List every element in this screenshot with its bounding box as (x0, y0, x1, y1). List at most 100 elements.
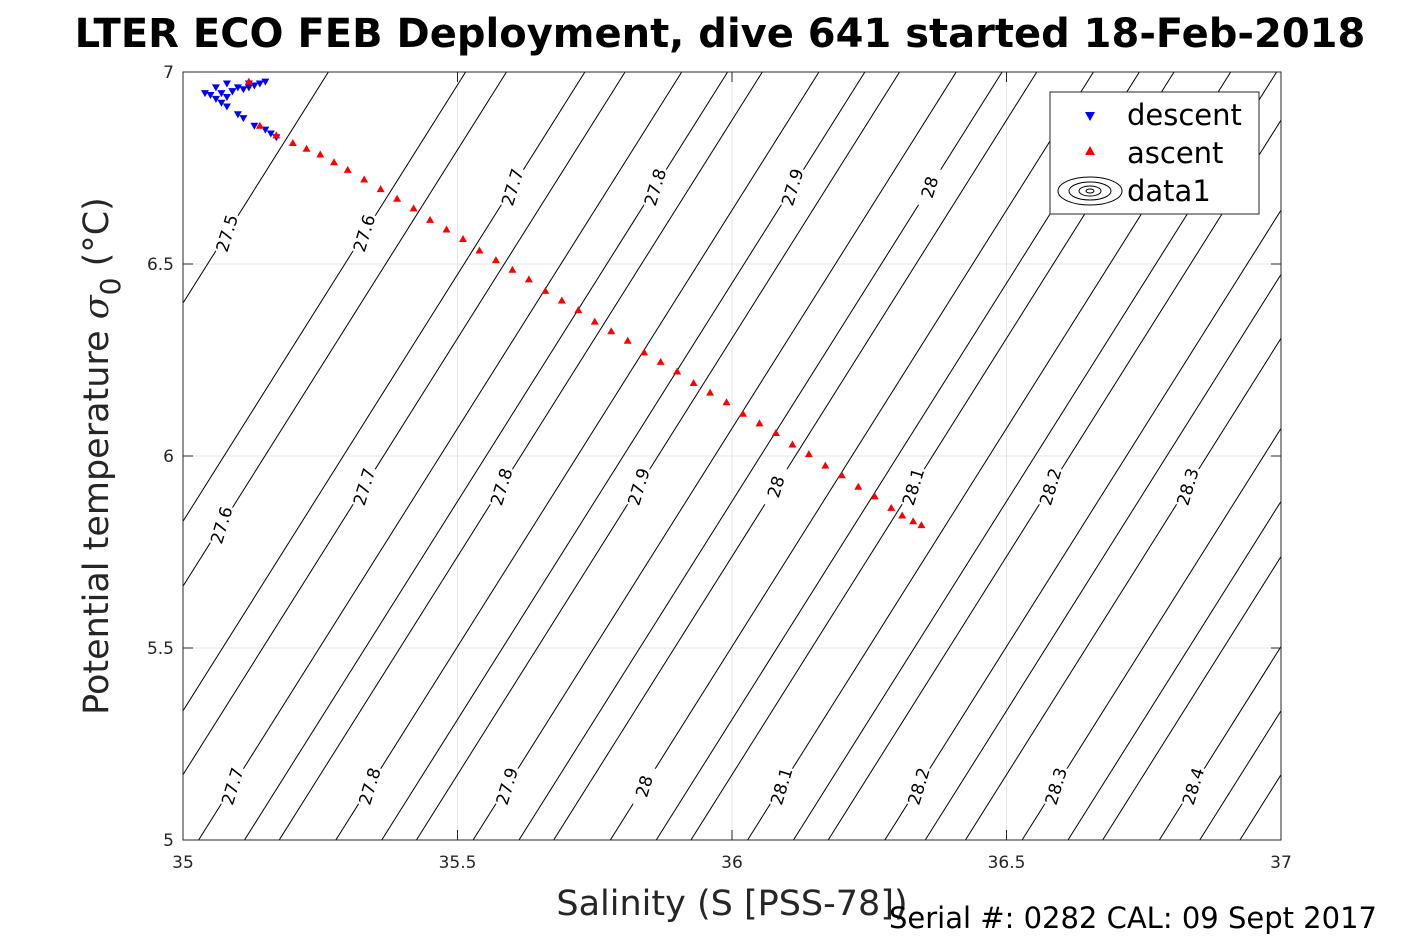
chart-title: LTER ECO FEB Deployment, dive 641 starte… (75, 11, 1366, 57)
contour-line (183, 72, 467, 523)
contour-line (1158, 645, 1281, 840)
ascent-point (376, 185, 385, 193)
descent-point (217, 90, 226, 98)
ascent-point (689, 379, 698, 387)
contour-line (1102, 555, 1281, 840)
contour-label-bg (353, 763, 385, 808)
ascent-point (426, 215, 435, 223)
y-tick-label: 5 (163, 831, 174, 851)
contour-line (609, 72, 1094, 840)
ascent-point (909, 517, 918, 525)
ascent-point (821, 461, 830, 469)
ascent-point (887, 503, 896, 511)
ascent-point (244, 77, 253, 85)
y-axis-label-subscript: 0 (94, 278, 127, 296)
contour-label-bg (913, 164, 945, 209)
contour-line (183, 72, 626, 776)
ascent-point (343, 165, 352, 173)
ascent-point (393, 194, 402, 202)
contour-label-bg (485, 464, 516, 509)
contour-label-group: 28 (913, 164, 945, 209)
y-tick-label: 7 (163, 63, 174, 83)
x-tick-label: 35.5 (439, 853, 477, 873)
ascent-point (656, 357, 665, 365)
descent-point (228, 88, 237, 96)
ascent-point (360, 175, 369, 183)
ascent-point (738, 409, 747, 417)
contour-label-bg (1171, 464, 1203, 509)
descent-point (244, 84, 253, 92)
x-tick-label: 36.5 (988, 853, 1026, 873)
descent-point (222, 80, 231, 88)
ascent-point (508, 265, 517, 273)
serial-calibration-footer: Serial #: 0282 CAL: 09 Sept 2017 (889, 901, 1377, 935)
y-tick-label: 6 (163, 447, 174, 467)
ascent-point (329, 158, 338, 166)
ascent-point (302, 144, 311, 152)
ascent-point (722, 398, 731, 406)
ascent-point (755, 419, 764, 427)
contour-label-bg (216, 763, 247, 808)
ascent-point (917, 521, 926, 529)
y-tick-label: 6.5 (147, 255, 174, 275)
descent-point (206, 92, 215, 100)
legend: descent ascent data1 (1049, 91, 1260, 215)
x-tick-label: 35 (172, 853, 194, 873)
y-axis-ticks: 5 5.5 6 6.5 7 (147, 63, 1281, 851)
ascent-point (557, 296, 566, 304)
ascent-point (541, 286, 550, 294)
contour-line (1199, 709, 1281, 840)
contour-line (416, 72, 900, 840)
ascent-point (442, 225, 451, 233)
contour-line (1067, 500, 1281, 840)
contour-label-group: 27.9 (490, 763, 523, 808)
descent-point (266, 130, 275, 138)
legend-ascent-marker (1085, 146, 1095, 155)
ascent-point (475, 246, 484, 254)
contour-line (278, 72, 763, 840)
ascent-point (837, 471, 846, 479)
ascent-point (607, 327, 616, 335)
legend-contour-label: data1 (1127, 174, 1211, 208)
ascent-point (491, 256, 500, 264)
descent-point (255, 80, 264, 88)
descent-point (211, 84, 220, 92)
ascent-point (255, 121, 264, 129)
descent-point (200, 90, 209, 98)
ascent-point (640, 348, 649, 356)
descent-point (239, 115, 248, 123)
descent-point (233, 84, 242, 92)
contour-line (198, 72, 683, 840)
descent-point (222, 103, 231, 111)
ascent-point (574, 306, 583, 314)
data-points (200, 77, 926, 529)
ascent-point (409, 204, 418, 212)
ascent-point (272, 131, 281, 139)
contour-label-bg (347, 210, 379, 256)
contour-label-bg (776, 164, 807, 209)
legend-contour-icon (1057, 176, 1123, 206)
ascent-point (590, 317, 599, 325)
contour-line (335, 72, 820, 840)
ascent-point (706, 388, 715, 396)
legend-descent-label: descent (1127, 98, 1242, 132)
contour-line (183, 72, 329, 305)
ascent-point (771, 428, 780, 436)
contour-label-bg (496, 164, 527, 209)
contour-line (965, 337, 1281, 840)
contour-line (472, 72, 957, 840)
contour-line (1021, 427, 1281, 840)
ascent-point (524, 275, 533, 283)
contour-label-bg (1034, 464, 1065, 509)
contour-label-bg (765, 763, 796, 808)
x-tick-label: 36 (721, 853, 743, 873)
descent-point (217, 99, 226, 107)
contour-line (553, 72, 1038, 840)
ascent-point (788, 440, 797, 448)
y-axis-label-sigma: σ (77, 294, 117, 319)
contour-line (183, 72, 507, 588)
y-axis-label-unit: (°C) (77, 197, 117, 277)
contour-label-bg (896, 464, 928, 509)
x-tick-label: 37 (1270, 853, 1292, 873)
